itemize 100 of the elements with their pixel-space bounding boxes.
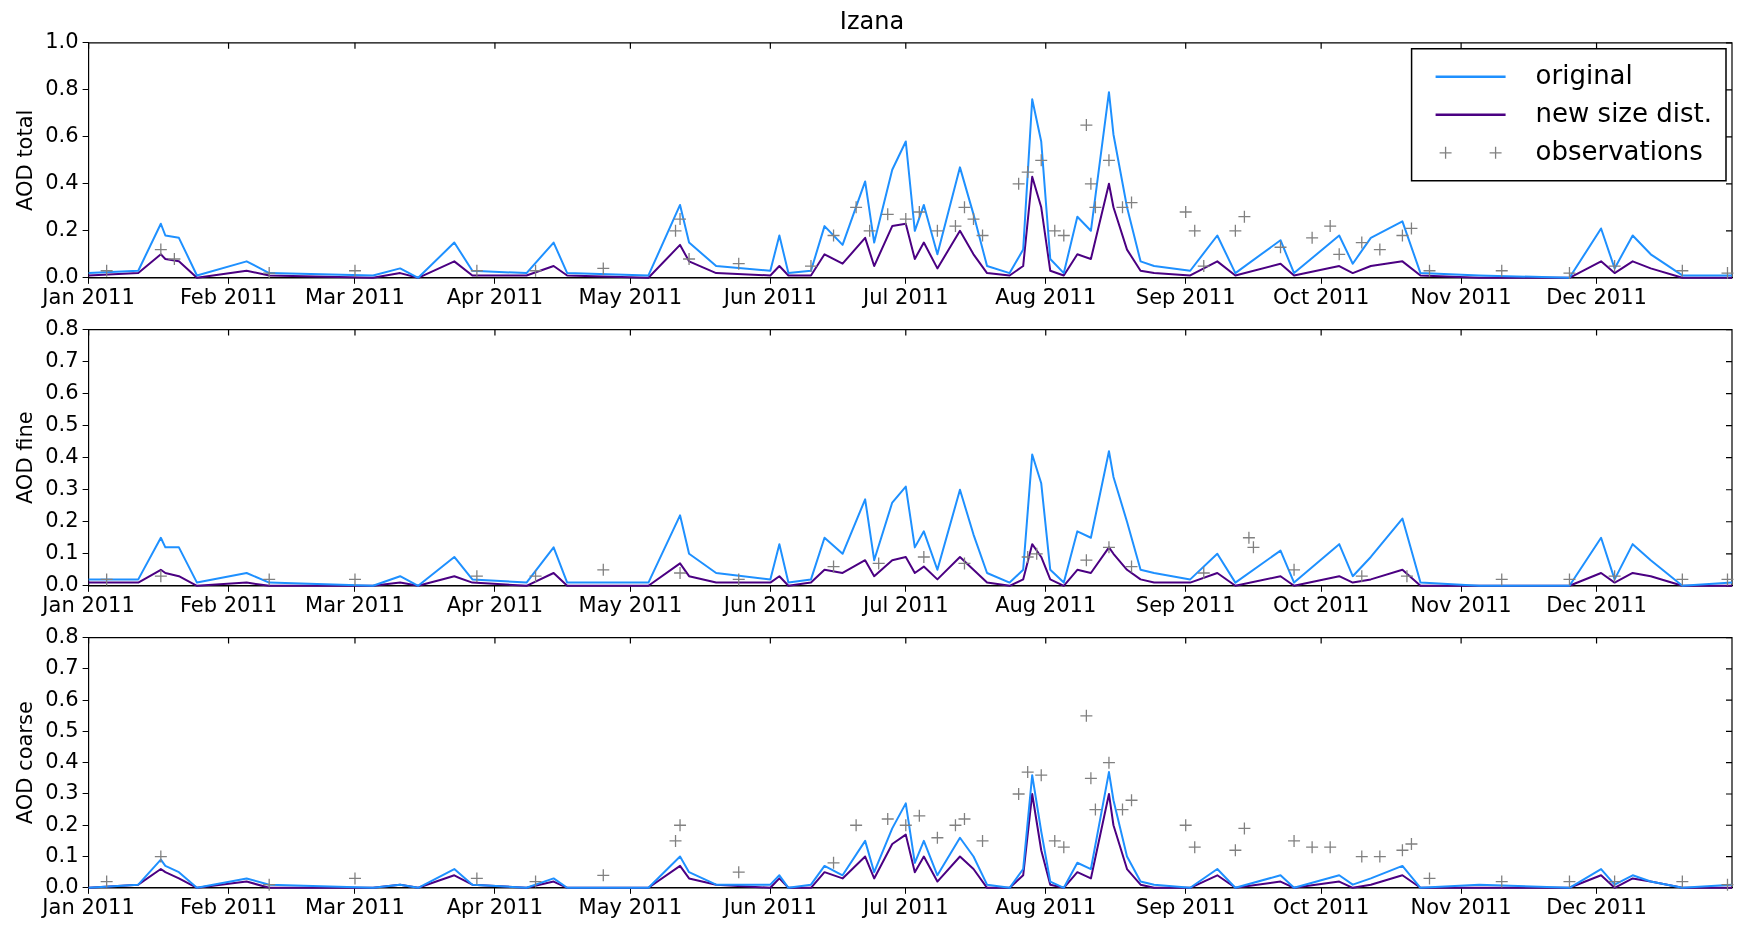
point	[1422, 264, 1437, 278]
point	[682, 252, 696, 266]
point	[1030, 547, 1044, 561]
point	[1084, 771, 1098, 785]
y-tick-label: 0.4	[45, 170, 79, 195]
y-tick-label: 0.1	[45, 540, 79, 565]
point	[826, 559, 841, 574]
point	[1084, 177, 1098, 191]
y-tick-label: 0.8	[45, 316, 79, 341]
point	[1188, 224, 1202, 238]
x-tick-label: Apr 2011	[446, 284, 544, 309]
y-tick-label: 0.2	[45, 508, 79, 533]
point	[1197, 566, 1211, 580]
point	[899, 818, 913, 832]
x-tick-label: Dec 2011	[1546, 894, 1647, 919]
x-tick-label: Aug 2011	[995, 894, 1097, 919]
point	[1012, 177, 1026, 191]
x-tick-label: Aug 2011	[995, 592, 1097, 617]
point	[1495, 572, 1509, 587]
point	[917, 550, 931, 564]
point	[1188, 840, 1202, 854]
point	[1355, 235, 1369, 250]
x-tick-label: Feb 2011	[179, 592, 278, 617]
point	[1395, 228, 1410, 243]
x-tick-label: Dec 2011	[1546, 592, 1647, 617]
point	[348, 264, 362, 278]
point	[1021, 550, 1035, 564]
y-tick-label: 0.3	[45, 476, 79, 501]
y-tick-label: 0.1	[45, 842, 79, 867]
point	[1562, 874, 1577, 889]
point	[1373, 242, 1387, 257]
point	[1675, 572, 1689, 587]
point	[1237, 210, 1252, 224]
point	[470, 871, 484, 886]
point	[849, 818, 863, 832]
x-tick-label: Feb 2011	[179, 894, 278, 919]
y-tick-label: 0.6	[45, 380, 79, 405]
point	[1102, 756, 1116, 770]
point	[872, 556, 886, 571]
x-tick-label: Jun 2011	[721, 592, 817, 617]
point	[1115, 802, 1130, 817]
point	[957, 200, 972, 214]
point	[1373, 849, 1387, 864]
x-tick-label: Nov 2011	[1410, 894, 1512, 919]
point	[1179, 205, 1193, 219]
point	[1115, 200, 1130, 214]
point	[1287, 563, 1301, 577]
point	[154, 242, 168, 257]
point	[1287, 834, 1301, 848]
y-axis-title: AOD coarse	[13, 701, 38, 825]
point	[262, 266, 276, 280]
x-tick-label: Mar 2011	[305, 284, 405, 309]
point	[348, 871, 362, 886]
point	[1607, 259, 1622, 273]
point	[673, 212, 687, 226]
y-tick-label: 0.6	[45, 686, 79, 711]
legend-label: original	[1535, 59, 1633, 90]
point	[948, 818, 963, 832]
point	[1179, 818, 1193, 832]
point	[348, 572, 362, 587]
point	[1034, 768, 1048, 782]
point	[1400, 569, 1414, 583]
point	[1720, 572, 1735, 587]
point	[154, 569, 168, 583]
point	[863, 224, 877, 238]
x-tick-label: Apr 2011	[446, 592, 544, 617]
point	[1012, 787, 1026, 801]
y-tick-label: 0.4	[45, 444, 79, 469]
x-tick-label: Nov 2011	[1410, 284, 1512, 309]
point	[596, 261, 610, 276]
point	[957, 812, 972, 826]
point	[1720, 878, 1735, 892]
point	[668, 224, 683, 238]
x-tick-label: Oct 2011	[1272, 284, 1370, 309]
point	[262, 572, 276, 587]
point	[732, 865, 746, 879]
y-tick-label: 0.4	[45, 749, 79, 774]
y-axis-title: AOD fine	[13, 411, 38, 505]
point	[1102, 153, 1116, 167]
y-axis-title: AOD total	[13, 109, 38, 211]
y-tick-label: 0.7	[45, 655, 79, 680]
point	[1124, 559, 1139, 574]
x-tick-label: Jun 2011	[721, 284, 817, 309]
point	[948, 219, 963, 233]
y-tick-label: 0.2	[45, 811, 79, 836]
point	[1607, 569, 1622, 583]
point	[1404, 837, 1419, 851]
point	[732, 257, 746, 271]
point	[673, 818, 687, 832]
y-tick-label: 0.2	[45, 217, 79, 242]
y-tick-label: 1.0	[45, 29, 79, 54]
point	[668, 834, 683, 848]
point	[528, 264, 543, 278]
point	[957, 556, 972, 571]
point	[470, 264, 484, 278]
point	[912, 205, 926, 219]
y-tick-label: 0.8	[45, 624, 79, 649]
point	[1088, 802, 1103, 817]
y-tick-label: 0.8	[45, 76, 79, 101]
point	[881, 812, 895, 826]
